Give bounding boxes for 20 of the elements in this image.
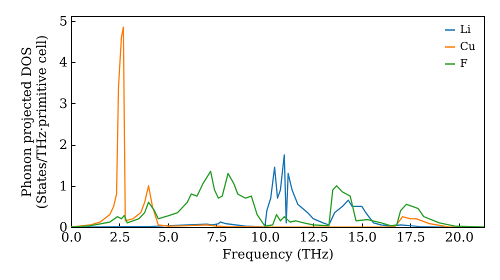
y-axis-title: Phonon projected DOS (States/THz·primitive cell) bbox=[20, 34, 50, 210]
x-tick-label: 2.5 bbox=[110, 230, 130, 246]
legend-label: F bbox=[460, 57, 468, 70]
x-tick-label: 12.5 bbox=[299, 230, 328, 246]
line-series bbox=[71, 170, 484, 227]
x-tick-label: 10.0 bbox=[250, 230, 280, 246]
x-tick-label: 0.0 bbox=[61, 230, 82, 246]
x-tick-label: 20.0 bbox=[444, 230, 474, 246]
y-tick-label: 1 bbox=[59, 179, 68, 194]
y-tick-label: 2 bbox=[59, 138, 68, 154]
x-tick-label: 17.5 bbox=[396, 230, 426, 246]
legend-label: Li bbox=[460, 23, 472, 36]
y-tick-label: 3 bbox=[59, 96, 68, 112]
x-tick-label: 5.0 bbox=[158, 230, 179, 246]
y-tick-label: 4 bbox=[59, 56, 68, 71]
x-tick-label: 15.0 bbox=[348, 230, 377, 246]
x-tick-label: 7.5 bbox=[206, 230, 228, 246]
y-tick-label: 5 bbox=[59, 14, 68, 30]
x-axis-title: Frequency (THz) bbox=[222, 248, 334, 262]
legend-label: Cu bbox=[460, 40, 476, 53]
